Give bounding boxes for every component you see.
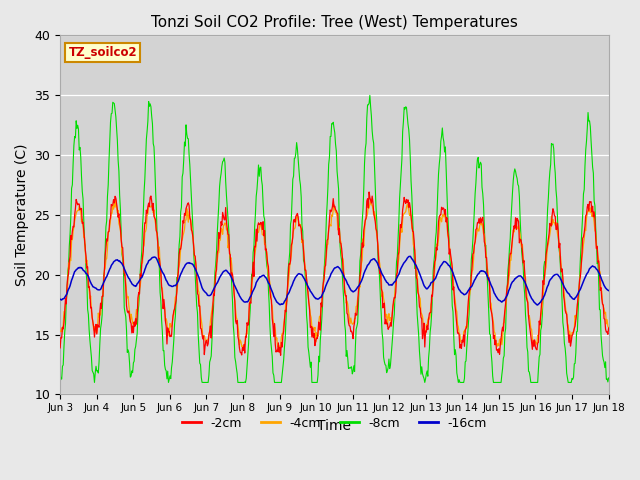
Legend: -2cm, -4cm, -8cm, -16cm: -2cm, -4cm, -8cm, -16cm: [177, 412, 492, 435]
X-axis label: Time: Time: [317, 419, 351, 433]
Text: TZ_soilco2: TZ_soilco2: [68, 46, 137, 59]
Title: Tonzi Soil CO2 Profile: Tree (West) Temperatures: Tonzi Soil CO2 Profile: Tree (West) Temp…: [151, 15, 518, 30]
Y-axis label: Soil Temperature (C): Soil Temperature (C): [15, 144, 29, 286]
